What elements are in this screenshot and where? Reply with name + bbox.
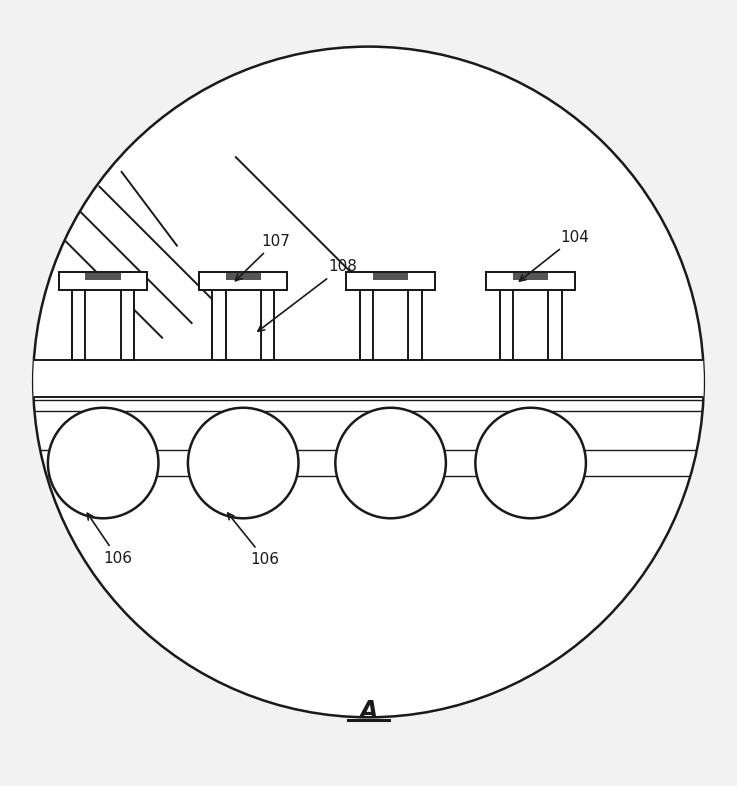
Bar — [121, 290, 134, 360]
Text: 106: 106 — [228, 513, 279, 567]
Bar — [486, 272, 575, 290]
Circle shape — [475, 408, 586, 518]
Bar — [226, 290, 261, 360]
Text: 108: 108 — [258, 259, 357, 331]
Bar — [408, 290, 422, 360]
Bar — [226, 272, 261, 280]
Bar — [548, 290, 562, 360]
Bar — [199, 272, 287, 290]
Bar — [212, 290, 226, 360]
Bar — [373, 290, 408, 360]
Bar — [513, 290, 548, 360]
Bar — [261, 290, 274, 360]
Circle shape — [48, 408, 158, 518]
Text: 107: 107 — [236, 233, 290, 281]
Text: 104: 104 — [520, 230, 589, 281]
Bar — [360, 290, 373, 360]
Bar — [72, 290, 85, 360]
Bar — [373, 272, 408, 280]
Bar — [513, 272, 548, 280]
Text: 106: 106 — [88, 513, 132, 565]
Bar — [85, 290, 121, 360]
Bar — [346, 272, 435, 290]
Circle shape — [188, 408, 298, 518]
Bar — [85, 272, 121, 280]
Bar — [500, 290, 513, 360]
Bar — [22, 360, 715, 397]
Text: A: A — [360, 700, 377, 723]
Circle shape — [33, 46, 704, 718]
Bar — [59, 272, 147, 290]
Circle shape — [335, 408, 446, 518]
